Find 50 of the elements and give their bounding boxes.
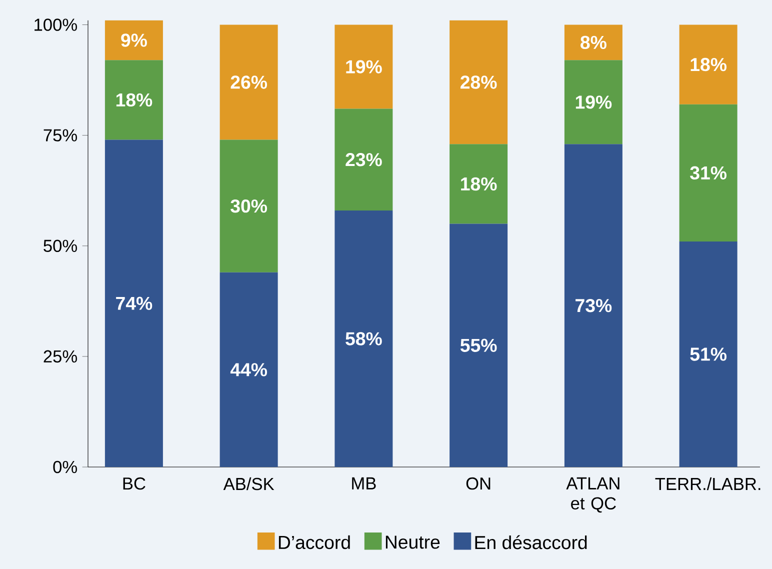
y-tick-label: 25% [44,350,77,363]
bar [450,224,508,467]
data-label: 23% [346,153,382,166]
data-label: 51% [690,348,726,361]
bar [564,24,622,60]
bar [104,140,163,467]
legend-label: D’accord [278,535,350,550]
bar [334,210,393,467]
bar [450,144,508,224]
x-tick-label: AB/SK [223,477,274,490]
bar [564,144,622,467]
bar [104,60,163,140]
data-label: 31% [690,166,726,180]
bar [679,24,738,104]
legend-label: Neutre [386,536,440,549]
data-label: 44% [230,363,267,376]
data-label: 19% [576,96,612,109]
y-tick-label: 0% [53,460,77,474]
data-label: 26% [230,76,267,89]
data-label: 74% [116,296,152,310]
bar [679,241,738,467]
data-label: 18% [116,93,152,107]
data-label: 8% [580,36,606,50]
bar [220,272,278,467]
legend-label: En désaccord [475,535,587,550]
y-tick-label: 50% [44,240,77,252]
bar [334,24,393,109]
data-label: 19% [346,60,382,74]
x-tick-label: ATLAN et QC [566,477,620,513]
bar [450,20,508,144]
bar [334,108,393,210]
data-label: 9% [121,34,147,47]
data-label: 55% [460,338,497,352]
data-label: 73% [576,298,612,312]
x-tick-label: MB [352,477,376,490]
x-tick-label: BC [123,477,146,490]
x-tick-label: TERR./LABR. [655,477,760,490]
data-label: 28% [460,76,497,89]
data-label: 58% [346,332,382,346]
data-label: 18% [690,58,726,72]
bar [220,140,278,272]
y-tick-label: 75% [44,129,77,142]
y-tick-label: 100% [34,18,77,31]
bar [104,20,163,60]
data-label: 18% [461,177,497,191]
x-tick-label: ON [466,477,490,490]
bar [679,104,738,242]
bar [564,60,622,144]
bar [220,24,278,140]
data-label: 30% [230,199,267,213]
